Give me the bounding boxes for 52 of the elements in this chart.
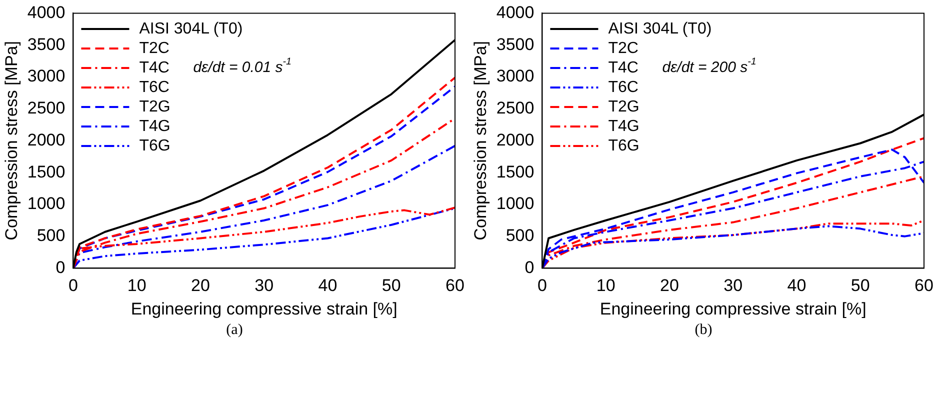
y-tick-label: 0	[524, 258, 534, 277]
y-tick-label: 2000	[496, 130, 534, 150]
legend-label: T6C	[139, 78, 170, 96]
legend-label: T4C	[139, 59, 170, 76]
x-tick-label: 0	[68, 276, 78, 296]
x-tick-label: 40	[318, 276, 338, 296]
y-tick-label: 1000	[496, 194, 534, 214]
legend-label: AISI 304L (T0)	[139, 20, 243, 38]
y-tick-label: 2000	[27, 130, 66, 150]
x-tick-label: 10	[596, 276, 616, 296]
x-tick-label: 50	[382, 276, 401, 296]
legend-label: T2C	[608, 40, 638, 57]
y-tick-label: 3000	[496, 66, 534, 86]
y-tick-label: 1000	[27, 194, 66, 214]
x-tick-label: 30	[254, 276, 274, 296]
y-axis-title: Compression stress [MPa]	[470, 41, 490, 240]
y-tick-label: 500	[506, 226, 534, 246]
y-tick-label: 4000	[27, 2, 66, 22]
x-tick-label: 40	[787, 276, 806, 296]
x-tick-label: 0	[537, 276, 547, 296]
y-tick-label: 1500	[27, 162, 66, 182]
y-axis-title: Compression stress [MPa]	[2, 41, 21, 240]
x-tick-label: 20	[660, 276, 679, 296]
text: (b)	[694, 322, 712, 339]
legend-label: T2G	[139, 98, 170, 116]
x-tick-label: 20	[191, 276, 210, 296]
x-tick-label: 50	[850, 276, 870, 296]
legend-label: T6G	[608, 137, 640, 154]
x-tick-label: 30	[724, 276, 743, 296]
legend-label: T6G	[139, 137, 170, 154]
legend-label: T2G	[608, 98, 640, 116]
y-tick-label: 0	[56, 258, 66, 277]
legend-label: T6C	[608, 78, 638, 96]
x-axis-title: Engineering compressive strain [%]	[600, 299, 866, 318]
y-tick-label: 3500	[496, 34, 534, 54]
y-tick-label: 500	[36, 226, 66, 246]
legend-label: T2C	[139, 40, 170, 57]
x-axis-title: Engineering compressive strain [%]	[130, 299, 398, 318]
legend-label: T4C	[608, 59, 638, 76]
legend-label: T4G	[608, 118, 640, 135]
x-tick-label: 10	[127, 276, 146, 296]
x-tick-label: 60	[446, 276, 464, 296]
x-tick-label: 60	[914, 276, 934, 296]
legend-label: AISI 304L (T0)	[608, 20, 712, 38]
y-tick-label: 4000	[496, 2, 534, 22]
legend-label: T4G	[139, 118, 170, 135]
y-tick-label: 2500	[27, 98, 66, 118]
y-tick-label: 3500	[27, 34, 66, 54]
y-tick-label: 2500	[496, 98, 534, 118]
y-tick-label: 1500	[496, 162, 534, 182]
y-tick-label: 3000	[27, 66, 66, 86]
text: (a)	[226, 322, 243, 339]
